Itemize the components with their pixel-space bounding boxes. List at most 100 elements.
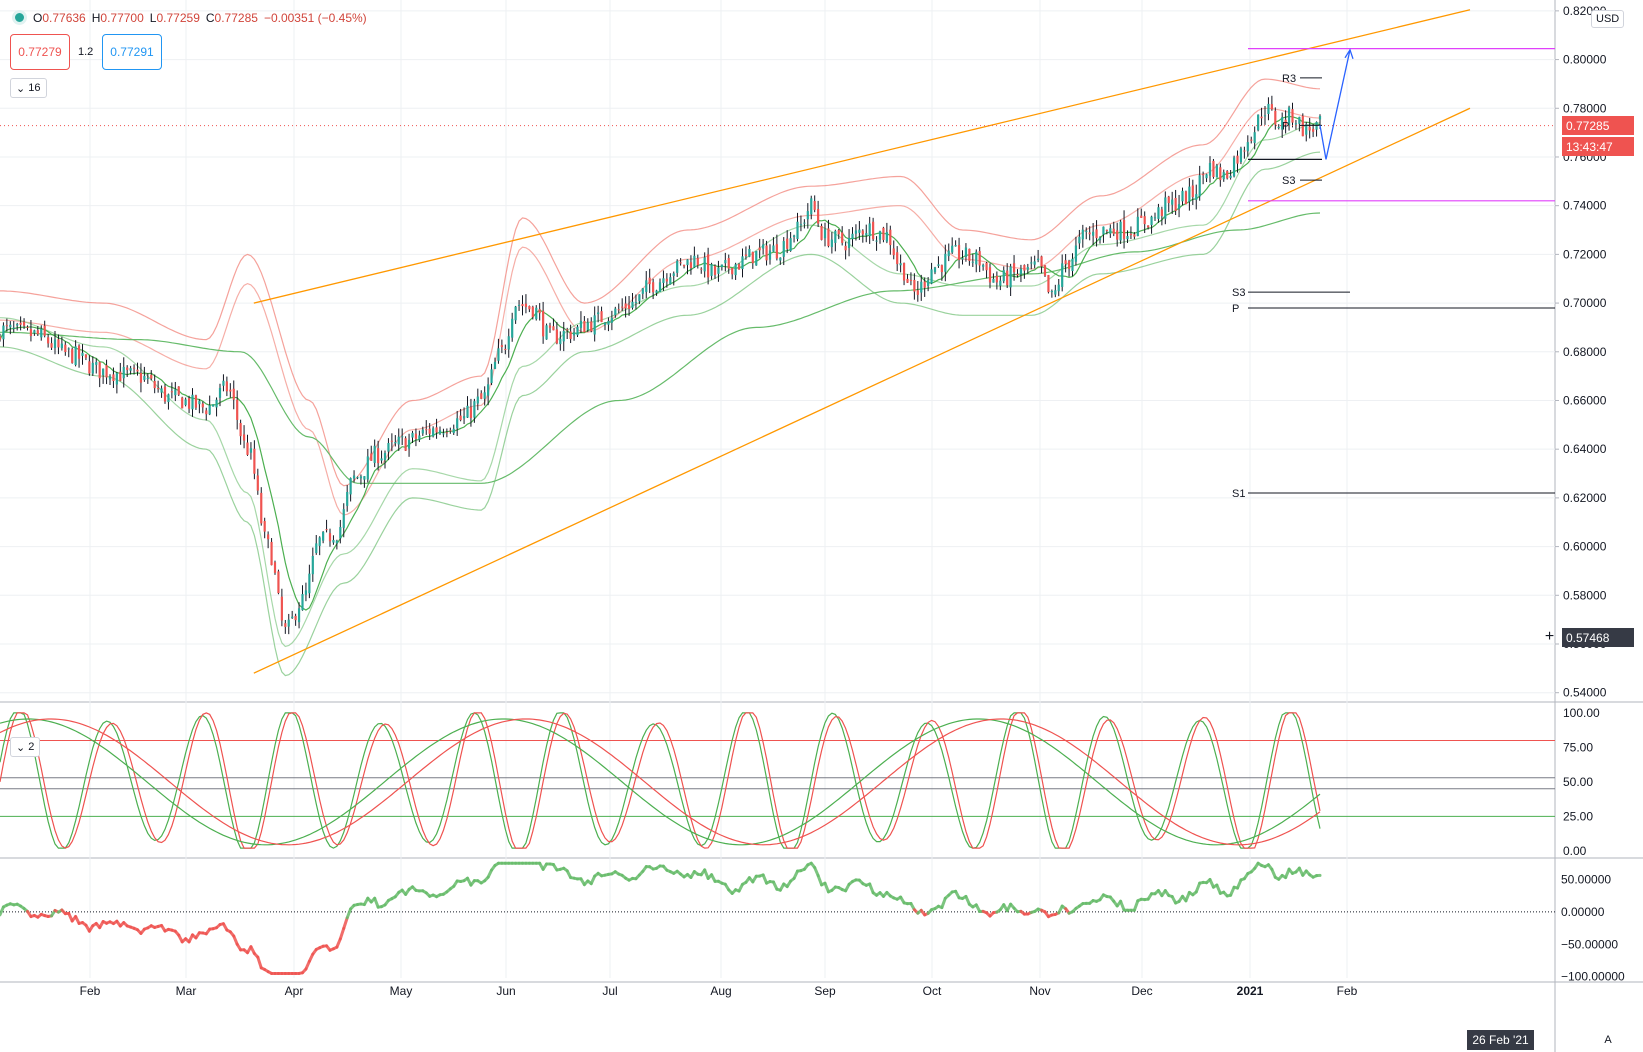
candle-body	[944, 253, 947, 272]
y-tick-label: 0.58000	[1563, 588, 1607, 602]
candle-body	[421, 429, 424, 434]
candle-body	[394, 442, 397, 444]
candle-body	[792, 235, 796, 237]
candle-body	[270, 541, 273, 566]
candle-body	[1263, 115, 1267, 117]
osc-y-tick-label: −50.00000	[1561, 937, 1618, 951]
candle-body	[693, 255, 696, 268]
candle-body	[727, 258, 730, 269]
candle-body	[916, 290, 919, 295]
pivot-label: S3	[1282, 175, 1295, 187]
candle-body	[132, 367, 136, 369]
candle-body	[1267, 103, 1270, 114]
candle-body	[734, 264, 737, 276]
candle-body	[1253, 132, 1256, 143]
sell-button[interactable]: 0.77279	[10, 34, 70, 70]
candle-body	[411, 432, 414, 438]
candle-body	[146, 378, 149, 380]
osc-segment	[1132, 899, 1140, 912]
auto-scale-button[interactable]: A	[1604, 1034, 1612, 1046]
candle-body	[1239, 148, 1243, 163]
candle-body	[1047, 275, 1050, 293]
candle-body	[1291, 109, 1294, 123]
candle-body	[246, 442, 249, 455]
candle-body	[50, 343, 53, 348]
candle-body	[363, 476, 366, 480]
bollinger-lower-outer	[0, 151, 1321, 677]
candle-body	[462, 416, 466, 419]
y-tick-label: 0.72000	[1563, 247, 1607, 261]
osc-y-tick-label: 0.00000	[1561, 905, 1605, 919]
candle-body	[136, 369, 139, 372]
x-tick-label: Mar	[176, 984, 197, 998]
currency-label[interactable]: USD	[1591, 10, 1625, 28]
candle-body	[84, 354, 88, 358]
candle-body	[1085, 230, 1088, 232]
candle-body	[339, 527, 342, 539]
y-tick-label: 0.60000	[1563, 540, 1607, 554]
low-label: L	[149, 10, 157, 25]
candle-body	[885, 232, 888, 242]
candle-body	[600, 311, 603, 323]
candle-body	[933, 267, 937, 273]
candle-body	[500, 345, 503, 348]
candle-body	[545, 325, 548, 340]
indicators-collapse-button[interactable]: ⌄ 16	[10, 78, 47, 98]
candle-body	[665, 278, 668, 282]
high-value: 0.77700	[100, 10, 144, 25]
candle-body	[834, 230, 837, 243]
y-tick-label: 0.80000	[1563, 53, 1607, 67]
candle-body	[696, 258, 699, 266]
candle-body	[1064, 260, 1067, 265]
candle-body	[937, 264, 940, 266]
candle-body	[858, 229, 861, 233]
candle-body	[621, 306, 624, 308]
candle-body	[9, 324, 12, 328]
candle-body	[638, 294, 641, 302]
candle-body	[542, 310, 545, 337]
buy-button[interactable]: 0.77291	[102, 34, 162, 70]
candle-body	[1270, 104, 1273, 110]
plus-icon[interactable]: +	[1544, 628, 1555, 645]
candle-body	[762, 244, 765, 249]
stoch-collapse-button[interactable]: ⌄ 2	[10, 737, 41, 757]
candle-body	[1229, 175, 1232, 178]
stoch-y-tick-label: 0.00	[1563, 844, 1587, 858]
candle-body	[847, 237, 851, 248]
overlay-drawings: R3 P S3 S3 P S1	[0, 48, 1555, 500]
x-tick-label: 2021	[1237, 984, 1264, 998]
oscillator-pane	[0, 861, 1555, 975]
candle-body	[913, 279, 916, 292]
candle-body	[803, 222, 806, 224]
candle-body	[1040, 256, 1043, 267]
candle-body	[456, 418, 459, 429]
candle-body	[287, 619, 290, 627]
chevron-down-icon: ⌄	[16, 82, 29, 95]
candle-body	[352, 475, 356, 479]
x-tick-label: Apr	[285, 984, 304, 998]
pivot-label: P	[1282, 120, 1289, 132]
candle-body	[507, 336, 510, 350]
candle-body	[22, 321, 26, 326]
candle-body	[710, 264, 713, 276]
candle-body	[493, 361, 497, 369]
candle-body	[878, 231, 882, 240]
candle-body	[47, 337, 50, 344]
candle-body	[617, 309, 620, 311]
candle-body	[229, 389, 232, 392]
candle-body	[1191, 185, 1194, 198]
x-tick-label: May	[390, 984, 413, 998]
candle-body	[390, 440, 393, 442]
candle-body	[0, 336, 2, 340]
candle-body	[301, 594, 304, 611]
candle-body	[325, 529, 328, 531]
candle-body	[105, 365, 108, 378]
candle-body	[469, 407, 473, 418]
candle-body	[1119, 221, 1122, 241]
open-label: O	[33, 10, 43, 25]
stoch-fast-d	[0, 712, 1321, 849]
moving-average-line	[0, 212, 1321, 484]
candle-body	[569, 331, 572, 339]
stoch-y-tick-label: 75.00	[1563, 740, 1593, 754]
